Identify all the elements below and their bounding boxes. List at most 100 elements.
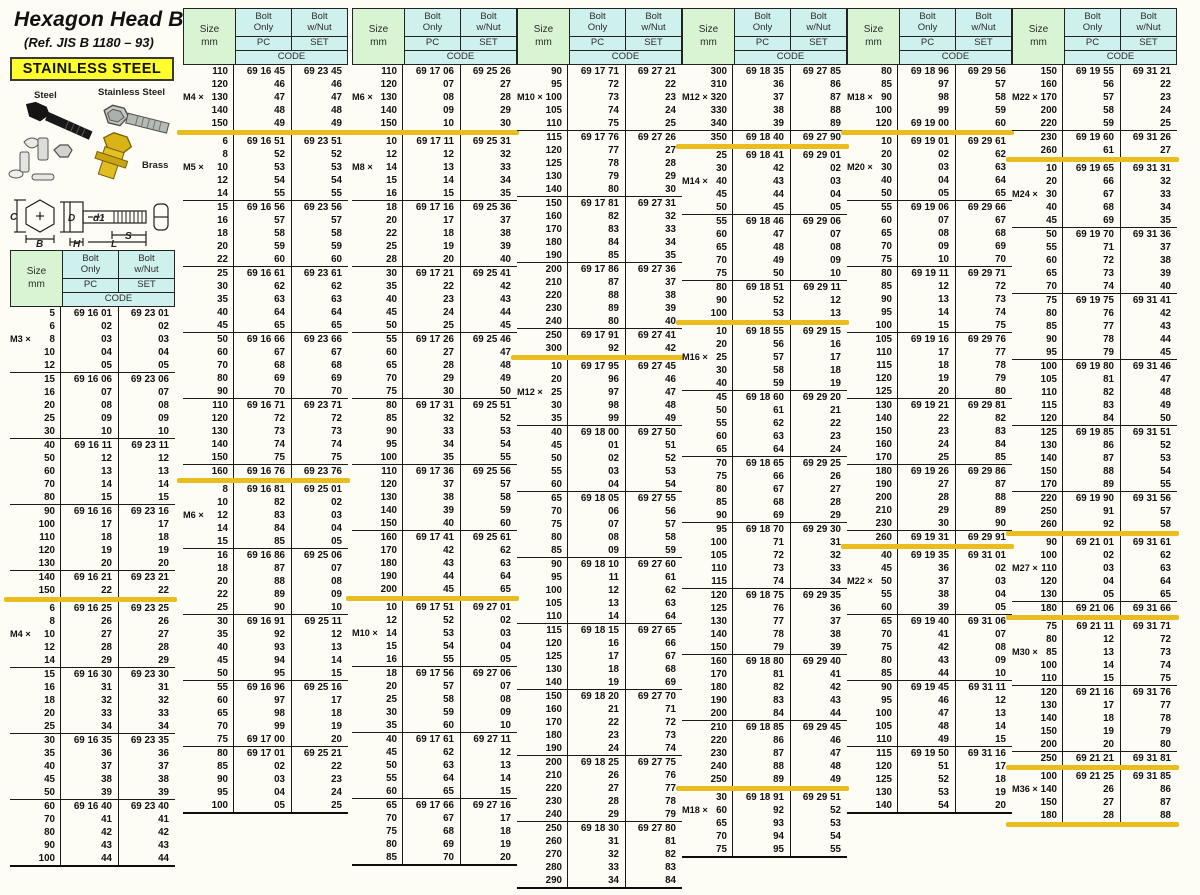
thread-size-label: M5 × xyxy=(183,162,204,172)
column-header-unit-row: PC SET xyxy=(63,279,174,293)
size-cell: M3 × 8 xyxy=(10,333,61,346)
size-cell: 110 xyxy=(847,346,898,359)
column-header-code: CODE xyxy=(570,51,681,64)
size-cell: 300 xyxy=(517,342,568,355)
size-cell: 80 xyxy=(10,826,61,839)
table-row: 140 80 30 xyxy=(517,183,682,196)
set-code-cell: 58 xyxy=(331,228,342,239)
pc-code-cell: 69 16 01 xyxy=(61,307,119,320)
pc-code-cell: 69 19 80 xyxy=(1063,360,1121,373)
set-code-cell: 87 xyxy=(1160,797,1171,808)
table-row: 60 65 15 xyxy=(352,785,517,798)
catalog-column-2: Size mm Bolt Only Bolt w/Nut PC SET CODE 110 69 16… xyxy=(177,8,350,814)
set-code-cell: 18 xyxy=(500,826,511,837)
table-row: 30 69 16 35 69 23 35 xyxy=(10,734,175,747)
set-code-cell: 07 xyxy=(995,629,1006,640)
pc-code-cell: 69 19 55 xyxy=(1063,65,1121,78)
size-cell: 85 xyxy=(517,544,568,557)
pc-code-cell: 92 xyxy=(733,804,791,817)
pc-code-cell: 67 xyxy=(234,346,292,359)
pc-code-cell: 69 18 55 xyxy=(733,325,791,338)
table-row: 10 69 17 95 69 27 45 xyxy=(517,360,682,373)
table-row: 250 69 21 21 69 31 81 xyxy=(1012,752,1177,765)
table-row: M20 × 30 03 63 xyxy=(847,161,1012,174)
pc-code-cell: 65 xyxy=(403,785,461,798)
pc-code-cell: 20 xyxy=(1063,738,1121,751)
set-code-cell: 75 xyxy=(995,320,1006,331)
column-header-pc: PC xyxy=(1065,37,1121,50)
table-row: 250 69 18 30 69 27 80 xyxy=(517,822,682,835)
set-code-cell: 48 xyxy=(665,400,676,411)
set-code-cell: 04 xyxy=(331,523,342,534)
size-group: 250 69 17 91 69 27 41 300 92 42 xyxy=(517,329,682,355)
set-code-cell: 69 23 21 xyxy=(130,572,169,583)
column-header-bolt-row: Bolt Only Bolt w/Nut xyxy=(405,9,516,37)
table-row: 105 81 47 xyxy=(1012,373,1177,386)
brass-fitting-image xyxy=(94,132,133,180)
size-cell: 230 xyxy=(517,795,568,808)
table-row: M4 × 10 27 27 xyxy=(10,628,175,641)
pc-code-cell: 69 17 21 xyxy=(403,267,461,280)
set-code-cell: 20 xyxy=(158,558,169,569)
table-row: 85 77 43 xyxy=(1012,320,1177,333)
table-row: 95 34 54 xyxy=(352,438,517,451)
size-cell: 80 xyxy=(682,483,733,496)
pc-code-cell: 29 xyxy=(568,808,626,821)
pc-code-cell: 42 xyxy=(403,544,461,557)
size-cell: 85 xyxy=(847,78,898,91)
size-cell: 10 xyxy=(847,135,898,148)
thread-size-label: M12 × xyxy=(682,92,708,102)
size-cell: 25 xyxy=(10,412,61,425)
table-row: 90 69 29 xyxy=(682,509,847,522)
table-row: 120 84 50 xyxy=(1012,412,1177,425)
table-row: 180 69 19 26 69 29 86 xyxy=(847,465,1012,478)
set-code-cell: 69 29 15 xyxy=(802,326,841,337)
table-row: 180 84 34 xyxy=(517,236,682,249)
table-row: 60 72 38 xyxy=(1012,254,1177,267)
size-group: 90 69 17 71 69 27 21 95 72 22 M10 × 100 73 23 105 7… xyxy=(517,65,682,131)
set-code-cell: 42 xyxy=(500,281,511,292)
size-cell: 25 xyxy=(183,601,234,614)
size-cell: 140 xyxy=(10,571,61,584)
size-group: 160 69 16 76 69 23 76 xyxy=(183,465,348,478)
size-cell: 90 xyxy=(1012,536,1063,549)
set-code-cell: 69 27 36 xyxy=(637,264,676,275)
size-cell: 150 xyxy=(183,117,234,130)
set-code-cell: 08 xyxy=(830,242,841,253)
set-code-cell: 72 xyxy=(665,717,676,728)
pc-code-cell: 52 xyxy=(733,294,791,307)
column-header-size: Size mm xyxy=(683,9,735,64)
column-header-set: SET xyxy=(956,37,1011,50)
pc-code-cell: 20 xyxy=(61,557,119,570)
table-row: 130 38 58 xyxy=(352,491,517,504)
set-code-cell: 64 xyxy=(331,307,342,318)
size-cell: 70 xyxy=(352,372,403,385)
column-header-unit-row: PC SET xyxy=(236,37,347,51)
pc-code-cell: 87 xyxy=(1063,452,1121,465)
column-header-bolt-wnut: Bolt w/Nut xyxy=(461,9,516,36)
set-code-cell: 32 xyxy=(500,149,511,160)
size-cell: 220 xyxy=(1012,117,1063,130)
table-row: M18 × 90 98 58 xyxy=(847,91,1012,104)
pc-code-cell: 68 xyxy=(1063,201,1121,214)
set-code-cell: 38 xyxy=(158,774,169,785)
set-code-cell: 69 25 11 xyxy=(304,616,342,627)
set-code-cell: 54 xyxy=(500,439,511,450)
pc-code-cell: 62 xyxy=(403,746,461,759)
table-row: 230 28 78 xyxy=(517,795,682,808)
size-cell: 20 xyxy=(1012,175,1063,188)
table-row: 170 89 55 xyxy=(1012,478,1177,491)
set-code-cell: 04 xyxy=(995,589,1006,600)
table-row: 130 20 20 xyxy=(10,557,175,570)
set-code-cell: 78 xyxy=(665,796,676,807)
size-cell: 16 xyxy=(352,187,403,200)
table-row: 110 69 16 45 69 23 45 xyxy=(183,65,348,78)
table-row: 140 87 53 xyxy=(1012,452,1177,465)
pc-code-cell: 15 xyxy=(403,187,461,200)
pc-code-cell: 88 xyxy=(568,289,626,302)
pc-code-cell: 88 xyxy=(1063,465,1121,478)
mm-label: mm xyxy=(28,278,45,290)
set-code-cell: 23 xyxy=(665,92,676,103)
table-row: 16 15 35 xyxy=(352,187,517,200)
table-row: 170 25 85 xyxy=(847,451,1012,464)
